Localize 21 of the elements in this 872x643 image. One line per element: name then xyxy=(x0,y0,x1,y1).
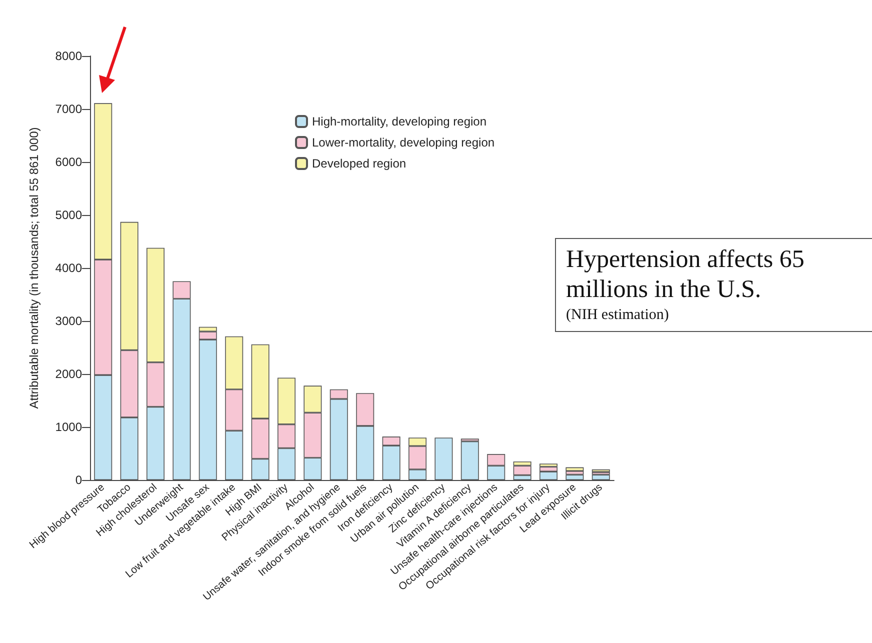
y-tick-label: 4000 xyxy=(55,261,82,275)
y-tick-label: 1000 xyxy=(55,420,82,434)
legend-label: Lower-mortality, developing region xyxy=(312,136,495,150)
bar xyxy=(592,474,610,480)
annotation: Hypertension affects 65 millions in the U.S. xyxy=(566,245,806,305)
y-tick-label: 5000 xyxy=(55,208,82,222)
bar xyxy=(566,474,584,480)
text-box: Hypertension affects 65 millions in the U.S. (NIH estimation) xyxy=(555,238,872,332)
bar xyxy=(460,441,479,480)
y-tick-label: 3000 xyxy=(55,314,82,328)
legend-label: High-mortality, developing region xyxy=(312,114,487,128)
y-tick-label: 0 xyxy=(75,473,82,487)
bar xyxy=(566,467,584,471)
bar xyxy=(434,438,453,480)
y-tick-label: 2000 xyxy=(55,367,82,381)
y-tick-label: 8000 xyxy=(55,49,82,63)
annotation: (NIH estimation) xyxy=(566,306,670,325)
y-tick-label: 6000 xyxy=(55,155,82,169)
y-axis-title: Attributable mortality (in thousands; total 55 861 000) xyxy=(27,127,41,409)
legend-label: Developed region xyxy=(312,156,406,170)
y-tick-label: 7000 xyxy=(55,102,82,116)
